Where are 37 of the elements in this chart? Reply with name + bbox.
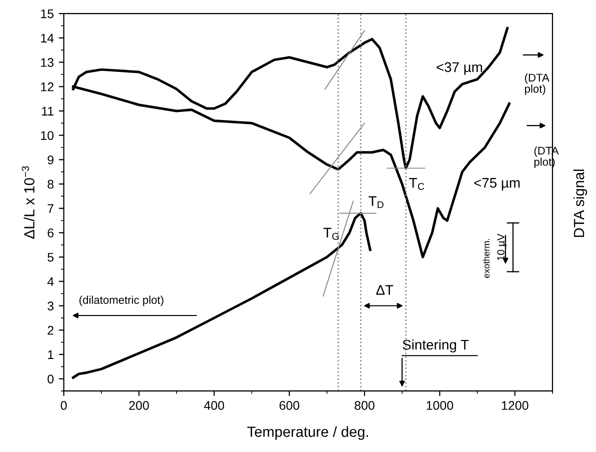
y-tick-label: 11 — [42, 106, 54, 116]
y-tick-label: 14 — [41, 34, 54, 42]
annotation: (DTA plot) — [524, 73, 550, 95]
annotation: ΔT — [376, 285, 394, 295]
y-tick-label: 5 — [48, 252, 54, 262]
annotation: <75 µm — [474, 178, 520, 190]
y-tick-label: 9 — [48, 155, 54, 164]
annotation: <37 µm — [436, 62, 482, 75]
x-axis-title: Temperature / deg. — [247, 426, 368, 440]
y-tick-label: 7 — [48, 204, 54, 213]
y-tick-label: 0 — [48, 374, 54, 384]
x-tick-label: 200 — [129, 401, 149, 410]
annotation: T$_{C}$ — [409, 178, 424, 190]
y-tick-label: 15 — [41, 9, 54, 18]
y2-axis-title: DTA signal — [573, 170, 588, 237]
y-tick-label: 3 — [48, 302, 54, 310]
annotation: T$_{D}$ — [368, 196, 384, 208]
y-tick-label: 6 — [48, 228, 54, 238]
annotation: T$_{G}$ — [323, 228, 339, 240]
line-series — [72, 212, 372, 379]
y-tick-label: 10 — [41, 131, 54, 140]
x-tick-label: 600 — [280, 401, 300, 410]
x-tick-label: 800 — [354, 401, 374, 410]
x-tick-label: 1000 — [426, 401, 454, 410]
y-tick-label: 13 — [41, 58, 54, 67]
annotation: Sintering T — [402, 339, 469, 352]
y-tick-label: 2 — [48, 326, 54, 335]
annotation: exotherm. — [482, 239, 490, 278]
y-tick-label: 1 — [48, 350, 54, 359]
x-tick-label: 1200 — [502, 401, 528, 410]
annotation: (dilatometric plot) — [80, 296, 164, 306]
x-tick-label: 400 — [204, 401, 224, 410]
y-tick-label: 4 — [47, 277, 54, 286]
y-axis-title: ΔL/L x 10$^{−3}$ — [22, 166, 34, 239]
y-tick-label: 8 — [48, 180, 54, 189]
y-tick-label: 12 — [41, 82, 54, 92]
x-tick-label: 0 — [60, 401, 67, 410]
